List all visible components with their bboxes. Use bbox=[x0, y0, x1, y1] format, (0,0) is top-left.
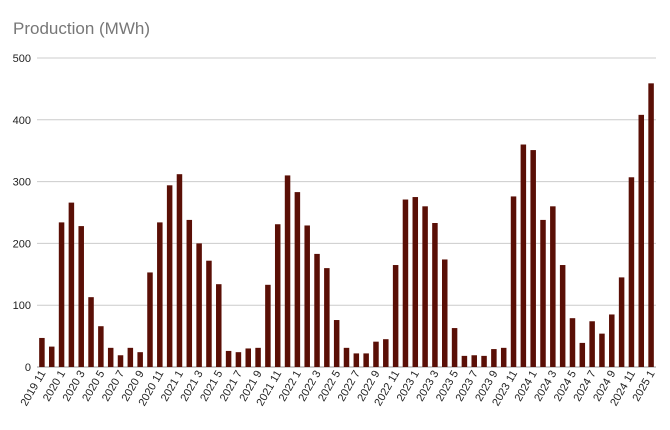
bar bbox=[628, 177, 635, 367]
bar bbox=[609, 314, 615, 367]
bar bbox=[235, 352, 242, 367]
bar bbox=[166, 185, 173, 367]
bar bbox=[500, 347, 507, 367]
y-tick-label: 200 bbox=[13, 238, 31, 250]
bar bbox=[88, 297, 94, 367]
bar bbox=[216, 284, 222, 367]
bar bbox=[294, 192, 301, 367]
bar bbox=[471, 355, 477, 367]
bar bbox=[550, 206, 556, 367]
bar bbox=[432, 223, 438, 367]
bar bbox=[363, 353, 369, 367]
bar bbox=[324, 268, 330, 367]
bar bbox=[442, 259, 448, 367]
bar bbox=[422, 206, 428, 367]
bar bbox=[491, 349, 497, 367]
bar bbox=[540, 219, 546, 367]
bar bbox=[48, 346, 55, 367]
bar bbox=[137, 352, 143, 367]
bar bbox=[648, 83, 654, 367]
bar bbox=[333, 320, 340, 367]
bar bbox=[510, 196, 517, 367]
bar bbox=[402, 199, 409, 367]
bar bbox=[284, 175, 291, 367]
bar bbox=[373, 341, 379, 367]
bar bbox=[127, 347, 134, 367]
bar bbox=[589, 321, 595, 367]
bar bbox=[39, 337, 45, 367]
y-tick-label: 400 bbox=[13, 115, 31, 127]
bar bbox=[274, 224, 281, 367]
y-tick-label: 500 bbox=[13, 53, 31, 65]
bar bbox=[117, 355, 124, 367]
bar bbox=[392, 265, 399, 367]
y-tick-label: 0 bbox=[25, 362, 31, 374]
bar bbox=[265, 284, 271, 367]
bar bbox=[569, 318, 576, 367]
bar bbox=[186, 219, 193, 367]
bar bbox=[579, 342, 586, 367]
bar bbox=[147, 272, 153, 367]
bar bbox=[481, 355, 487, 367]
bar bbox=[196, 243, 202, 367]
y-tick-label: 100 bbox=[13, 300, 31, 312]
bar bbox=[461, 355, 468, 367]
chart-title: Production (MWh) bbox=[13, 19, 150, 38]
bar bbox=[78, 226, 84, 367]
bar bbox=[157, 222, 163, 367]
bar bbox=[520, 144, 527, 367]
bar bbox=[638, 114, 645, 367]
bar bbox=[245, 348, 251, 367]
bar bbox=[383, 339, 389, 367]
bar bbox=[225, 350, 232, 367]
bar bbox=[107, 347, 114, 367]
bar bbox=[530, 150, 536, 367]
bar bbox=[559, 265, 566, 367]
bar bbox=[599, 333, 605, 367]
bar bbox=[618, 277, 625, 367]
bar bbox=[255, 347, 261, 367]
y-tick-label: 300 bbox=[13, 177, 31, 189]
bar bbox=[343, 347, 350, 367]
bar bbox=[58, 222, 65, 367]
bar bbox=[176, 174, 183, 367]
bar bbox=[304, 225, 310, 367]
bar bbox=[314, 253, 320, 367]
bar bbox=[412, 197, 419, 367]
bar bbox=[451, 328, 458, 367]
bar bbox=[98, 326, 104, 367]
bar bbox=[68, 202, 75, 367]
x-tick-label: 2019 11 bbox=[19, 369, 49, 409]
bar bbox=[206, 260, 212, 367]
bar bbox=[353, 353, 360, 367]
